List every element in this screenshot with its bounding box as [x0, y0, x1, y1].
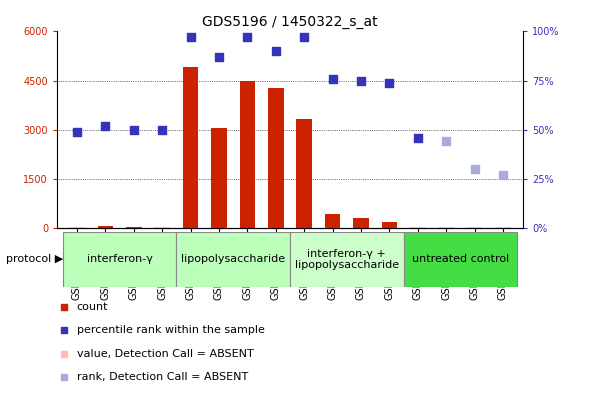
Text: interferon-γ +
lipopolysaccharide: interferon-γ + lipopolysaccharide: [294, 249, 399, 270]
Bar: [126, 227, 142, 228]
Point: [356, 77, 366, 84]
Bar: [290, 232, 404, 287]
Point: [59, 351, 69, 357]
Point: [186, 34, 195, 40]
Bar: [495, 227, 511, 228]
Point: [72, 129, 82, 135]
Point: [157, 127, 167, 133]
Bar: [97, 226, 113, 228]
Bar: [325, 214, 340, 228]
Point: [129, 127, 139, 133]
Bar: [296, 119, 312, 228]
Point: [59, 303, 69, 310]
Bar: [404, 232, 517, 287]
Point: [498, 172, 508, 178]
Point: [413, 134, 423, 141]
Point: [59, 327, 69, 333]
Point: [243, 34, 252, 40]
Bar: [382, 222, 397, 228]
Point: [299, 34, 309, 40]
Text: lipopolysaccharide: lipopolysaccharide: [181, 254, 285, 264]
Text: value, Detection Call = ABSENT: value, Detection Call = ABSENT: [77, 349, 254, 359]
Bar: [438, 227, 454, 228]
Point: [271, 48, 281, 54]
Bar: [353, 218, 369, 228]
Text: percentile rank within the sample: percentile rank within the sample: [77, 325, 264, 335]
Point: [385, 79, 394, 86]
Text: protocol ▶: protocol ▶: [6, 254, 63, 264]
Text: count: count: [77, 301, 108, 312]
Text: interferon-γ: interferon-γ: [87, 254, 153, 264]
Point: [100, 123, 110, 129]
Point: [59, 374, 69, 380]
Bar: [176, 232, 290, 287]
Point: [441, 138, 451, 145]
Bar: [240, 81, 255, 228]
Bar: [154, 227, 170, 228]
Point: [214, 54, 224, 60]
Bar: [183, 68, 198, 228]
Bar: [268, 88, 284, 228]
Point: [470, 166, 480, 172]
Bar: [211, 128, 227, 228]
Title: GDS5196 / 1450322_s_at: GDS5196 / 1450322_s_at: [202, 15, 378, 29]
Point: [328, 75, 337, 82]
Bar: [410, 227, 426, 228]
Bar: [69, 227, 85, 228]
Text: rank, Detection Call = ABSENT: rank, Detection Call = ABSENT: [77, 372, 248, 382]
Bar: [63, 232, 176, 287]
Text: untreated control: untreated control: [412, 254, 509, 264]
